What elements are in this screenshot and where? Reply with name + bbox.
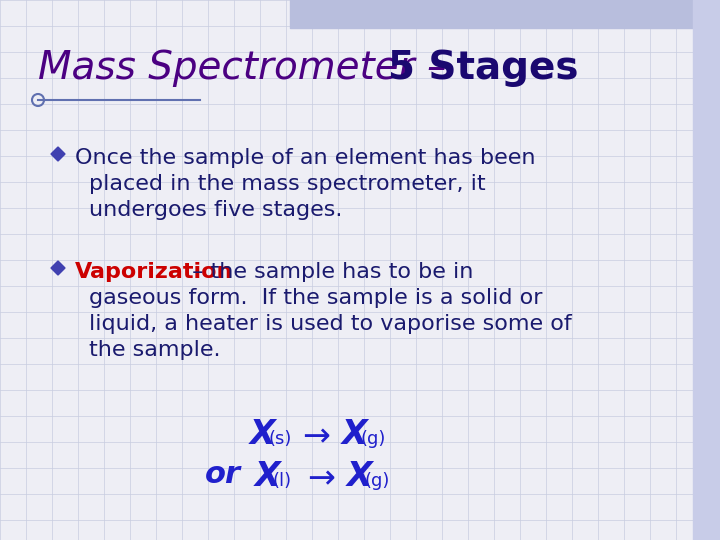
Text: X: X bbox=[347, 460, 373, 493]
Text: Vaporization: Vaporization bbox=[75, 262, 233, 282]
Text: X: X bbox=[342, 418, 368, 451]
Text: gaseous form.  If the sample is a solid or: gaseous form. If the sample is a solid o… bbox=[89, 288, 542, 308]
Text: →: → bbox=[302, 420, 330, 453]
Text: undergoes five stages.: undergoes five stages. bbox=[89, 200, 343, 220]
Text: →: → bbox=[307, 462, 335, 495]
Text: X: X bbox=[255, 460, 281, 493]
Text: (l): (l) bbox=[273, 472, 292, 490]
Text: – the sample has to be in: – the sample has to be in bbox=[185, 262, 473, 282]
Text: the sample.: the sample. bbox=[89, 340, 220, 360]
Text: 5 Stages: 5 Stages bbox=[388, 49, 578, 87]
Text: placed in the mass spectrometer, it: placed in the mass spectrometer, it bbox=[89, 174, 485, 194]
Text: liquid, a heater is used to vaporise some of: liquid, a heater is used to vaporise som… bbox=[89, 314, 572, 334]
Text: (g): (g) bbox=[365, 472, 390, 490]
Text: Once the sample of an element has been: Once the sample of an element has been bbox=[75, 148, 536, 168]
Polygon shape bbox=[51, 261, 65, 275]
Text: Mass Spectrometer –: Mass Spectrometer – bbox=[38, 49, 459, 87]
Text: (s): (s) bbox=[268, 430, 292, 448]
Text: X: X bbox=[250, 418, 276, 451]
Text: (g): (g) bbox=[360, 430, 385, 448]
Polygon shape bbox=[51, 147, 65, 161]
Text: or: or bbox=[205, 460, 241, 489]
